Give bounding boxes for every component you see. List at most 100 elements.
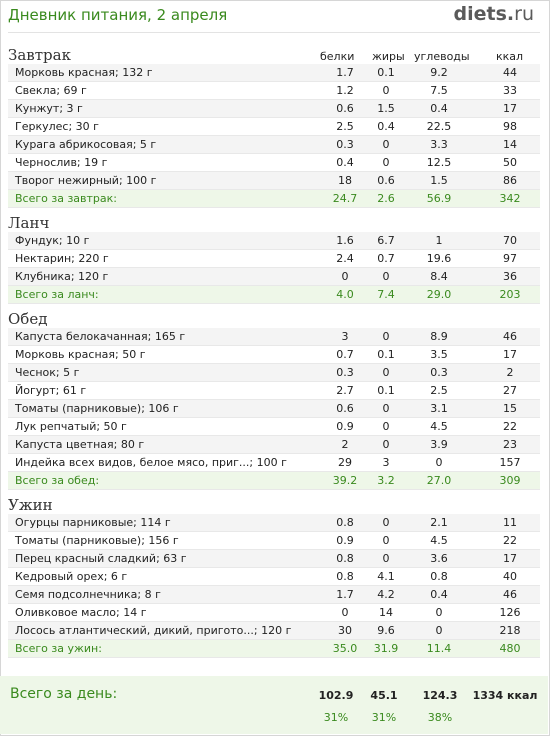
cell-kcal: 2 bbox=[506, 366, 514, 379]
logo-main: diets bbox=[453, 3, 507, 25]
logo-tld: ru bbox=[514, 3, 534, 25]
cell-fat: 31.9 bbox=[373, 642, 399, 655]
cell-carbs: 4.5 bbox=[430, 420, 448, 433]
cell-carbs: 7.5 bbox=[430, 84, 448, 97]
cell-kcal: 342 bbox=[499, 192, 521, 205]
cell-kcal: 22 bbox=[503, 534, 517, 547]
cell-fat: 0 bbox=[382, 438, 390, 451]
cell-fat: 0.7 bbox=[377, 252, 395, 265]
day-total-carbs: 124.3 bbox=[422, 689, 458, 702]
cell-protein: 0.7 bbox=[336, 348, 354, 361]
cell-kcal: 17 bbox=[503, 102, 517, 115]
day-total-protein: 102.9 bbox=[318, 689, 354, 702]
cell-protein: 0 bbox=[341, 606, 349, 619]
cell-protein: 1.2 bbox=[336, 84, 354, 97]
food-row: Морковь красная; 132 г 1.7 0.1 9.2 44 bbox=[8, 64, 540, 82]
food-name: Оливковое масло; 14 г bbox=[15, 606, 147, 619]
food-name: Морковь красная; 132 г bbox=[15, 66, 153, 79]
site-logo[interactable]: diets.ru bbox=[454, 3, 534, 25]
food-row: Творог нежирный; 100 г 18 0.6 1.5 86 bbox=[8, 172, 540, 190]
cell-carbs: 56.9 bbox=[426, 192, 452, 205]
cell-fat: 0 bbox=[382, 552, 390, 565]
food-name: Лосось атлантический, дикий, пригото...;… bbox=[15, 624, 292, 637]
cell-carbs: 29.0 bbox=[426, 288, 452, 301]
food-row: Клубника; 120 г 0 0 8.4 36 bbox=[8, 268, 540, 286]
cell-protein: 24.7 bbox=[332, 192, 358, 205]
food-name: Перец красный сладкий; 63 г bbox=[15, 552, 187, 565]
section-title-breakfast: Завтрак bbox=[8, 46, 71, 64]
food-row: Нектарин; 220 г 2.4 0.7 19.6 97 bbox=[8, 250, 540, 268]
cell-carbs: 8.4 bbox=[430, 270, 448, 283]
cell-protein: 0.8 bbox=[336, 552, 354, 565]
food-row: Морковь красная; 50 г 0.7 0.1 3.5 17 bbox=[8, 346, 540, 364]
food-row: Капуста цветная; 80 г 2 0 3.9 23 bbox=[8, 436, 540, 454]
food-name: Йогурт; 61 г bbox=[15, 384, 87, 397]
total-label: Всего за завтрак: bbox=[15, 192, 118, 205]
cell-kcal: 203 bbox=[499, 288, 521, 301]
cell-fat: 7.4 bbox=[377, 288, 395, 301]
cell-carbs: 0.3 bbox=[430, 366, 448, 379]
cell-kcal: 22 bbox=[503, 420, 517, 433]
cell-protein: 0.3 bbox=[336, 366, 354, 379]
cell-protein: 35.0 bbox=[332, 642, 358, 655]
cell-fat: 0.1 bbox=[377, 66, 395, 79]
cell-fat: 0 bbox=[382, 420, 390, 433]
cell-carbs: 0 bbox=[435, 456, 443, 469]
cell-protein: 3 bbox=[341, 330, 349, 343]
food-row: Кедровый орех; 6 г 0.8 4.1 0.8 40 bbox=[8, 568, 540, 586]
food-name: Кунжут; 3 г bbox=[15, 102, 83, 115]
cell-protein: 0.8 bbox=[336, 570, 354, 583]
cell-kcal: 23 bbox=[503, 438, 517, 451]
header-divider bbox=[8, 32, 540, 33]
cell-carbs: 2.1 bbox=[430, 516, 448, 529]
food-row: Йогурт; 61 г 2.7 0.1 2.5 27 bbox=[8, 382, 540, 400]
day-total-fat-pct: 31% bbox=[371, 711, 397, 724]
food-row: Фундук; 10 г 1.6 6.7 1 70 bbox=[8, 232, 540, 250]
cell-protein: 2 bbox=[341, 438, 349, 451]
food-row: Кунжут; 3 г 0.6 1.5 0.4 17 bbox=[8, 100, 540, 118]
food-name: Кедровый орех; 6 г bbox=[15, 570, 128, 583]
cell-carbs: 12.5 bbox=[426, 156, 452, 169]
cell-fat: 3.2 bbox=[377, 474, 395, 487]
cell-protein: 39.2 bbox=[332, 474, 358, 487]
cell-fat: 0.6 bbox=[377, 174, 395, 187]
cell-kcal: 17 bbox=[503, 348, 517, 361]
food-name: Капуста цветная; 80 г bbox=[15, 438, 145, 451]
cell-protein: 2.5 bbox=[336, 120, 354, 133]
food-name: Морковь красная; 50 г bbox=[15, 348, 146, 361]
cell-fat: 0.4 bbox=[377, 120, 395, 133]
food-row: Лук репчатый; 50 г 0.9 0 4.5 22 bbox=[8, 418, 540, 436]
food-row: Оливковое масло; 14 г 0 14 0 126 bbox=[8, 604, 540, 622]
day-total-panel: Всего за день: 102.9 45.1 124.3 1334 кка… bbox=[0, 676, 548, 734]
cell-carbs: 19.6 bbox=[426, 252, 452, 265]
cell-fat: 1.5 bbox=[377, 102, 395, 115]
food-name: Томаты (парниковые); 156 г bbox=[15, 534, 179, 547]
day-total-kcal: 1334 ккал bbox=[472, 689, 538, 702]
cell-kcal: 157 bbox=[499, 456, 521, 469]
cell-fat: 6.7 bbox=[377, 234, 395, 247]
cell-fat: 2.6 bbox=[377, 192, 395, 205]
cell-carbs: 3.1 bbox=[430, 402, 448, 415]
food-row: Свекла; 69 г 1.2 0 7.5 33 bbox=[8, 82, 540, 100]
total-label: Всего за ланч: bbox=[15, 288, 99, 301]
cell-protein: 29 bbox=[338, 456, 352, 469]
cell-carbs: 22.5 bbox=[426, 120, 452, 133]
cell-protein: 2.7 bbox=[336, 384, 354, 397]
cell-protein: 1.7 bbox=[336, 66, 354, 79]
cell-kcal: 44 bbox=[503, 66, 517, 79]
section-total-row: Всего за ужин: 35.0 31.9 11.4 480 bbox=[8, 640, 540, 658]
food-name: Курага абрикосовая; 5 г bbox=[15, 138, 157, 151]
food-name: Огурцы парниковые; 114 г bbox=[15, 516, 171, 529]
food-row: Курага абрикосовая; 5 г 0.3 0 3.3 14 bbox=[8, 136, 540, 154]
cell-fat: 9.6 bbox=[377, 624, 395, 637]
food-name: Лук репчатый; 50 г bbox=[15, 420, 127, 433]
cell-fat: 0 bbox=[382, 84, 390, 97]
day-total-carbs-pct: 38% bbox=[427, 711, 453, 724]
cell-carbs: 0 bbox=[435, 624, 443, 637]
cell-protein: 18 bbox=[338, 174, 352, 187]
cell-carbs: 0.4 bbox=[430, 588, 448, 601]
cell-carbs: 0.8 bbox=[430, 570, 448, 583]
food-name: Клубника; 120 г bbox=[15, 270, 109, 283]
cell-fat: 0 bbox=[382, 534, 390, 547]
food-row: Томаты (парниковые); 156 г 0.9 0 4.5 22 bbox=[8, 532, 540, 550]
